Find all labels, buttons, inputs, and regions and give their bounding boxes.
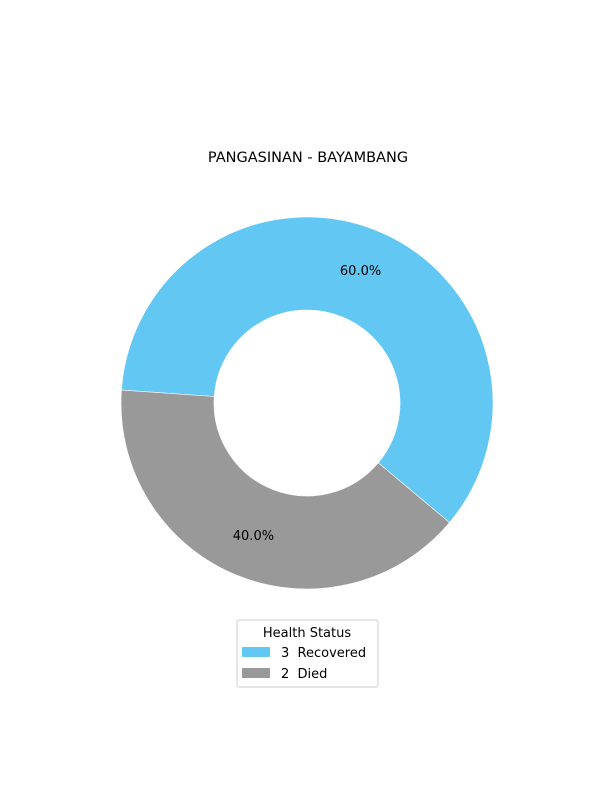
- percent-label-died: 40.0%: [233, 529, 274, 544]
- legend-frame: [236, 619, 379, 688]
- legend-title: Health Status: [263, 626, 351, 641]
- legend: Health Status 3 Recovered 2 Died: [236, 619, 379, 688]
- legend-label-recovered: 3 Recovered: [281, 646, 366, 661]
- donut-slices: [120, 216, 494, 590]
- legend-label-died: 2 Died: [281, 667, 327, 682]
- chart-title: PANGASINAN - BAYAMBANG: [208, 150, 408, 166]
- percent-labels: 60.0% 40.0%: [233, 264, 381, 544]
- donut-slice-died: [120, 389, 450, 590]
- percent-label-recovered: 60.0%: [340, 264, 381, 279]
- legend-swatch-recovered: [242, 647, 270, 657]
- donut-slice-recovered: [121, 216, 494, 523]
- legend-swatch-died: [242, 668, 270, 678]
- legend-entries: 3 Recovered 2 Died: [242, 646, 366, 682]
